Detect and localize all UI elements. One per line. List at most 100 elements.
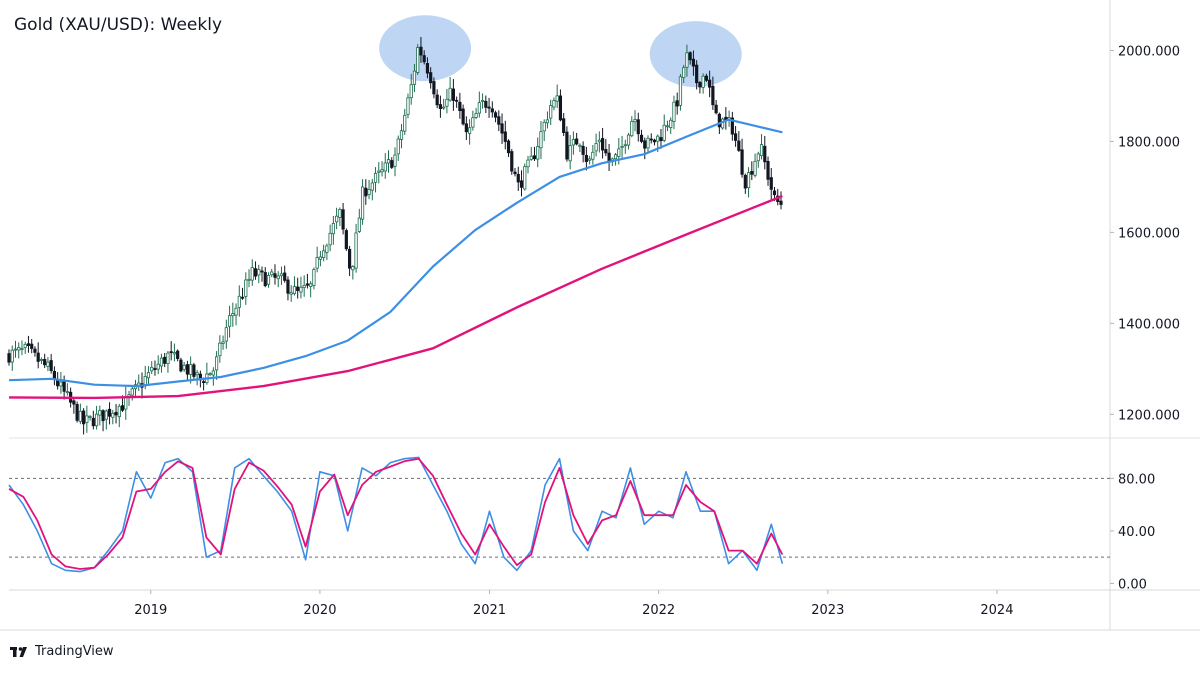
candle-body	[455, 99, 459, 102]
candle	[364, 179, 368, 205]
candle-body	[409, 84, 413, 99]
candle-body	[192, 364, 196, 377]
candle-body	[588, 158, 592, 161]
candle-body	[698, 82, 702, 88]
candle	[442, 98, 446, 110]
candle-body	[221, 341, 225, 344]
candle-body	[451, 88, 455, 101]
candle-body	[117, 405, 121, 418]
candle-body	[227, 315, 232, 327]
candle-body	[266, 275, 271, 285]
candle-body	[94, 413, 99, 427]
candle-body	[344, 230, 348, 250]
candle-body	[240, 296, 245, 299]
candle	[62, 375, 66, 400]
candle	[312, 267, 316, 290]
candle-body	[701, 75, 705, 88]
candle-body	[88, 416, 92, 418]
candle-body	[743, 174, 747, 189]
candle-body	[750, 171, 754, 175]
candle-body	[114, 411, 118, 416]
candle-body	[503, 131, 507, 142]
candle	[276, 271, 280, 288]
brand[interactable]: TradingView	[10, 644, 114, 659]
candle-body	[562, 118, 566, 133]
candle	[315, 246, 319, 273]
candle-body	[104, 410, 108, 420]
chart-frame	[0, 0, 1200, 631]
candle-body	[471, 117, 475, 128]
candle-body	[678, 76, 683, 106]
candle	[78, 403, 82, 425]
candle-body	[442, 106, 446, 109]
candle-body	[646, 137, 650, 149]
candle	[652, 138, 657, 146]
candle	[234, 303, 238, 326]
candle	[763, 135, 767, 170]
candle-body	[759, 144, 764, 157]
candle-body	[257, 269, 261, 276]
candle	[283, 265, 287, 283]
candle-body	[639, 134, 644, 142]
candle-body	[33, 348, 37, 353]
candle	[85, 405, 89, 433]
candle-body	[166, 352, 170, 365]
candle	[455, 96, 459, 108]
candle	[104, 409, 108, 430]
candle	[260, 266, 264, 282]
candle-body	[432, 81, 436, 95]
candle-body	[630, 121, 634, 137]
candle	[607, 144, 611, 172]
candle	[555, 84, 559, 108]
candle	[474, 107, 478, 120]
candle	[247, 269, 251, 288]
candle	[163, 353, 167, 368]
candle-body	[772, 190, 777, 196]
candle	[636, 112, 640, 142]
candle	[357, 208, 361, 233]
candle-body	[364, 187, 368, 197]
candle	[665, 120, 670, 132]
candle-body	[477, 102, 481, 114]
candle-body	[571, 139, 576, 146]
candle	[516, 166, 520, 191]
candle	[94, 405, 99, 430]
candle-body	[506, 140, 511, 154]
candle-body	[536, 146, 540, 160]
candle	[263, 267, 267, 288]
candle-body	[341, 209, 345, 230]
candle	[575, 132, 579, 146]
candle	[678, 73, 683, 111]
candle-body	[425, 63, 430, 74]
candle	[114, 403, 118, 424]
candle	[448, 76, 452, 102]
candle-body	[107, 408, 112, 417]
candle	[250, 259, 254, 286]
candle	[240, 287, 245, 300]
candle-body	[65, 391, 69, 394]
candle-body	[652, 139, 657, 143]
candle-body	[756, 153, 760, 162]
candle-body	[584, 154, 588, 163]
candle-body	[753, 160, 757, 176]
candle	[406, 93, 410, 119]
candle	[626, 132, 631, 150]
candle-body	[10, 349, 14, 363]
candle	[221, 335, 225, 350]
candle-body	[59, 381, 63, 387]
candle	[461, 104, 465, 126]
candle	[523, 163, 527, 191]
candle	[438, 95, 443, 118]
candle-body	[468, 127, 472, 134]
candle	[675, 92, 679, 115]
candle-body	[711, 85, 715, 106]
candle-body	[82, 410, 86, 425]
candle-body	[182, 364, 186, 370]
candle	[588, 155, 592, 165]
candle	[189, 356, 193, 384]
candle	[309, 281, 313, 298]
candle-body	[649, 138, 653, 141]
candle-body	[656, 135, 660, 142]
candle-body	[202, 381, 206, 383]
